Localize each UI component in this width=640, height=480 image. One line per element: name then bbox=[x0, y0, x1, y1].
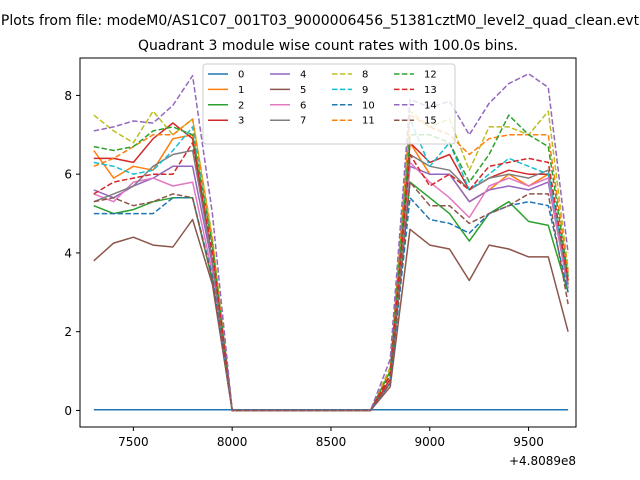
series-line-15 bbox=[93, 181, 569, 412]
x-tick-label: 8000 bbox=[217, 435, 248, 449]
y-tick-label: 0 bbox=[64, 404, 72, 418]
legend-label-8: 8 bbox=[362, 70, 368, 81]
legend-label-4: 4 bbox=[300, 70, 306, 81]
series-line-11 bbox=[93, 114, 569, 412]
legend-label-9: 9 bbox=[362, 85, 368, 96]
y-tick-label: 2 bbox=[64, 325, 72, 339]
tick-layer: 7500 8000 8500 9000 9500 0 2 4 6 8 bbox=[64, 89, 543, 449]
legend-frame bbox=[202, 63, 456, 145]
series-line-7 bbox=[93, 149, 569, 412]
legend-label-13: 13 bbox=[424, 85, 437, 96]
legend-label-15: 15 bbox=[424, 116, 437, 127]
legend-label-3: 3 bbox=[238, 116, 244, 127]
series-layer bbox=[93, 73, 569, 412]
series-line-3 bbox=[93, 122, 569, 412]
x-tick-label: 9000 bbox=[414, 435, 445, 449]
series-line-14 bbox=[93, 73, 569, 412]
legend-label-6: 6 bbox=[300, 100, 306, 111]
legend-label-14: 14 bbox=[424, 100, 437, 111]
series-line-10 bbox=[93, 197, 569, 412]
legend-label-1: 1 bbox=[238, 85, 244, 96]
legend-label-10: 10 bbox=[362, 100, 375, 111]
series-line-4 bbox=[93, 165, 569, 412]
chart-title: Quadrant 3 module wise count rates with … bbox=[138, 38, 518, 54]
y-tick-label: 4 bbox=[64, 246, 72, 260]
y-tick-label: 6 bbox=[64, 168, 72, 182]
series-line-2 bbox=[93, 181, 569, 412]
legend-label-7: 7 bbox=[300, 116, 306, 127]
series-line-5 bbox=[93, 218, 569, 412]
legend-label-5: 5 bbox=[300, 85, 306, 96]
series-line-9 bbox=[93, 118, 569, 412]
legend-label-12: 12 bbox=[424, 70, 437, 81]
x-tick-label: 9500 bbox=[513, 435, 544, 449]
legend-label-0: 0 bbox=[238, 70, 244, 81]
axes-frame bbox=[79, 57, 577, 428]
x-tick-label: 7500 bbox=[118, 435, 149, 449]
x-offset-text: +4.8089e8 bbox=[509, 454, 576, 468]
legend-label-2: 2 bbox=[238, 100, 244, 111]
x-tick-label: 8500 bbox=[316, 435, 347, 449]
y-tick-label: 8 bbox=[64, 89, 72, 103]
series-line-13 bbox=[93, 141, 569, 412]
series-line-8 bbox=[93, 110, 569, 412]
figure-suptitle: Plots from file: modeM0/AS1C07_001T03_90… bbox=[1, 13, 640, 29]
legend-label-11: 11 bbox=[362, 116, 375, 127]
